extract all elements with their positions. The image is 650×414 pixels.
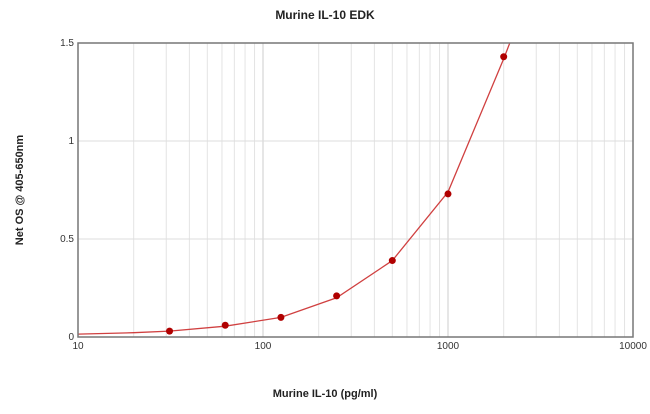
y-tick-label: 1.5	[60, 38, 74, 49]
plot-frame	[77, 42, 634, 338]
data-point	[333, 292, 341, 300]
y-tick-label: 0	[68, 332, 74, 343]
grid-lines	[78, 43, 633, 337]
data-point	[500, 53, 508, 61]
data-point	[444, 190, 452, 198]
fitted-curve	[78, 43, 511, 335]
x-tick-label: 1000	[437, 341, 460, 352]
y-tick-label: 0.5	[60, 234, 74, 245]
data-point	[277, 313, 285, 321]
x-axis-ticks: 10 100 1000 10000	[72, 341, 647, 352]
data-points	[166, 53, 508, 335]
x-tick-label: 10	[72, 341, 84, 352]
chart-title: Murine IL-10 EDK	[275, 8, 375, 22]
curve-line	[78, 43, 511, 335]
y-tick-label: 1	[68, 136, 74, 147]
x-tick-label: 10000	[619, 341, 647, 352]
data-point	[388, 257, 396, 265]
data-point	[166, 327, 174, 335]
x-axis-label: Murine IL-10 (pg/ml)	[272, 388, 378, 400]
x-tick-label: 100	[255, 341, 272, 352]
y-axis-ticks: 0 0.5 1 1.5	[60, 38, 74, 343]
data-point	[221, 321, 229, 329]
